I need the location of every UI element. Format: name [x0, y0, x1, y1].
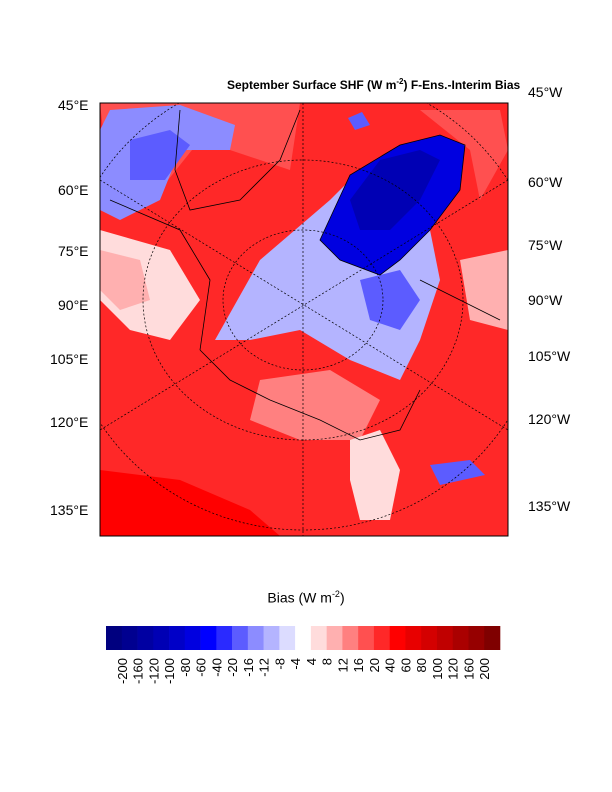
- graticule: [100, 103, 508, 536]
- map-field: [100, 103, 508, 536]
- colorbar-box: [310, 626, 327, 650]
- colorbar-tick-label: 16: [351, 658, 366, 672]
- field-region: [100, 470, 280, 536]
- colorbar-tick-label: -60: [194, 658, 209, 677]
- colorbar-box: [484, 626, 501, 650]
- colorbar-box: [153, 626, 170, 650]
- colorbar-box: [342, 626, 359, 650]
- colorbar-box: [279, 626, 296, 650]
- field-region: [360, 270, 420, 330]
- colorbar-box: [326, 626, 343, 650]
- field-region: [420, 110, 508, 200]
- colorbar-tick-label: 60: [398, 658, 413, 672]
- lon-label-right: 45°W: [528, 84, 563, 100]
- colorbar-tick-label: 120: [446, 658, 461, 680]
- colorbar-tick-label: -4: [288, 658, 303, 670]
- field-region: [250, 370, 380, 440]
- map-frame: [99, 102, 509, 537]
- colorbar-label: Bias (W m-2): [267, 589, 345, 606]
- colorbar-tick-label: 8: [320, 658, 335, 665]
- colorbar-tick-label: 20: [367, 658, 382, 672]
- lon-label-right: 135°W: [528, 498, 571, 514]
- colorbar-tick-label: -160: [131, 658, 146, 684]
- lon-label-right: 90°W: [528, 292, 563, 308]
- colorbar-tick-label: 160: [461, 658, 476, 680]
- chart-title: September Surface SHF (W m-2) F-Ens.-Int…: [227, 77, 521, 92]
- colorbar-box: [468, 626, 485, 650]
- lon-label-left: 120°E: [50, 414, 89, 430]
- colorbar-tick-label: 200: [477, 658, 492, 680]
- colorbar-tick-label: -20: [225, 658, 240, 677]
- lon-label-left: 90°E: [58, 297, 89, 313]
- lon-label-left: 75°E: [58, 243, 89, 259]
- colorbar-box: [295, 626, 312, 650]
- colorbar-tick-label: 12: [335, 658, 350, 672]
- lon-label-left: 60°E: [58, 182, 89, 198]
- colorbar-box: [389, 626, 406, 650]
- lon-label-left: 135°E: [50, 502, 89, 518]
- lon-label-right: 120°W: [528, 411, 571, 427]
- colorbar-box: [106, 626, 123, 650]
- colorbar-tick-label: 80: [414, 658, 429, 672]
- colorbar-box: [200, 626, 217, 650]
- lon-label-right: 60°W: [528, 174, 563, 190]
- lon-label-right: 75°W: [528, 237, 563, 253]
- colorbar-tick-label: -120: [146, 658, 161, 684]
- lon-label-left: 105°E: [50, 351, 89, 367]
- colorbar-tick-label: 40: [383, 658, 398, 672]
- colorbar-box: [405, 626, 422, 650]
- colorbar-tick-label: -40: [209, 658, 224, 677]
- colorbar-box: [247, 626, 264, 650]
- colorbar: -200 -160 -120 -100 -80 -60 -40 -20 -16 -12 -8 -4 4 8…: [106, 626, 501, 684]
- colorbar-box: [452, 626, 469, 650]
- lon-label-left: 45°E: [58, 97, 89, 113]
- colorbar-tick-label: -80: [178, 658, 193, 677]
- field-region: [460, 250, 508, 330]
- field-region-greenland-core: [350, 150, 440, 230]
- colorbar-box: [436, 626, 454, 650]
- coastlines: [109, 109, 501, 441]
- field-region: [430, 460, 485, 485]
- colorbar-box: [137, 626, 154, 650]
- colorbar-tick-label: -12: [257, 658, 272, 677]
- colorbar-tick-label: -200: [115, 658, 130, 684]
- colorbar-box: [421, 626, 438, 650]
- field-region: [348, 112, 370, 130]
- field-region: [130, 130, 190, 180]
- lon-label-right: 105°W: [528, 348, 571, 364]
- colorbar-box: [184, 626, 201, 650]
- field-region: [350, 430, 400, 520]
- colorbar-box: [358, 626, 375, 650]
- colorbar-box: [121, 626, 138, 650]
- colorbar-box: [216, 626, 233, 650]
- colorbar-tick-label: -16: [241, 658, 256, 677]
- colorbar-box: [169, 626, 186, 650]
- colorbar-box: [232, 626, 249, 650]
- colorbar-tick-label: 4: [304, 658, 319, 665]
- colorbar-box: [373, 626, 390, 650]
- field-region: [100, 250, 150, 310]
- colorbar-box: [263, 626, 280, 650]
- colorbar-tick-label: -8: [272, 658, 287, 670]
- colorbar-tick-label: 100: [430, 658, 445, 680]
- colorbar-tick-label: -100: [162, 658, 177, 684]
